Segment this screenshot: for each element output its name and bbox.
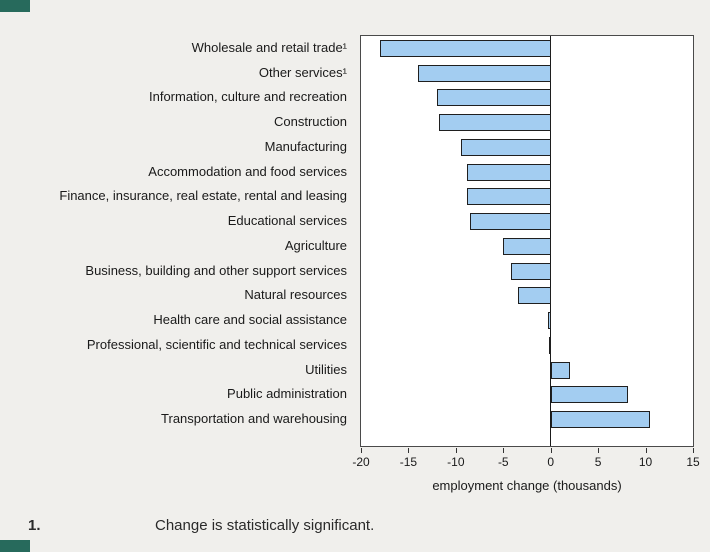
category-label: Finance, insurance, real estate, rental …	[59, 188, 347, 204]
x-axis-tick-label: 0	[547, 455, 555, 469]
x-axis-tick-label: 15	[686, 455, 700, 469]
zero-axis-line	[550, 36, 552, 446]
bar-negative	[467, 188, 551, 206]
x-axis-tick-label: -15	[399, 455, 418, 469]
x-axis-ticks: -20 -15 -10 -5 0 5 10 15	[352, 448, 700, 478]
x-axis-tick-label: -20	[352, 455, 370, 469]
plot-area	[360, 35, 694, 447]
bar-negative	[547, 312, 551, 330]
x-axis-tick-mark	[503, 448, 505, 453]
bar-positive	[550, 411, 651, 429]
category-label: Manufacturing	[264, 138, 347, 154]
category-label: Business, building and other support ser…	[85, 262, 347, 278]
bar-negative	[510, 262, 551, 280]
category-label: Educational services	[227, 213, 347, 229]
category-label: Accommodation and food services	[148, 163, 347, 179]
bar-negative	[470, 213, 551, 231]
category-label: Utilities	[305, 361, 347, 377]
category-label: Health care and social assistance	[153, 312, 347, 328]
decorative-corner-top	[0, 0, 30, 12]
x-axis-tick-mark	[455, 448, 457, 453]
category-label: Other services¹	[258, 64, 347, 80]
bar-negative	[438, 114, 551, 132]
category-label: Agriculture	[284, 237, 347, 253]
category-label: Transportation and warehousing	[161, 411, 347, 427]
category-label: Public administration	[227, 386, 347, 402]
bar-negative	[467, 163, 551, 181]
x-axis-tick-mark	[693, 448, 694, 453]
x-axis-tick-label: 10	[638, 455, 653, 469]
x-axis-tick-label: -5	[497, 455, 509, 469]
x-axis-label: employment change (thousands)	[432, 478, 622, 493]
category-label: Wholesale and retail trade¹	[191, 39, 347, 55]
footnote-marker: 1.	[28, 517, 41, 534]
bar-negative	[436, 89, 551, 107]
x-axis-tick-mark	[645, 448, 647, 453]
bar-positive	[550, 361, 570, 379]
category-label: Construction	[274, 114, 347, 130]
bar-negative	[548, 336, 551, 354]
bar-negative	[379, 39, 551, 57]
x-axis-tick-label: 5	[594, 455, 602, 469]
category-label: Information, culture and recreation	[149, 89, 347, 105]
x-axis-tick-mark	[598, 448, 600, 453]
decorative-corner-bottom	[0, 540, 30, 552]
bar-negative	[460, 138, 551, 156]
category-label: Professional, scientific and technical s…	[86, 336, 347, 352]
bar-positive	[550, 386, 629, 404]
x-axis-tick-mark	[361, 448, 362, 453]
category-label: Natural resources	[244, 287, 347, 303]
x-axis-tick-label: -10	[447, 455, 465, 469]
bar-negative	[503, 237, 551, 255]
footnote: 1. Change is statistically significant.	[28, 517, 688, 539]
footnote-text: Change is statistically significant.	[155, 517, 375, 534]
x-axis-tick-mark	[408, 448, 410, 453]
bar-negative	[417, 64, 551, 82]
bar-negative	[517, 287, 551, 305]
x-axis-tick-mark	[550, 448, 552, 453]
category-labels: Wholesale and retail trade¹ Other service…	[0, 35, 354, 447]
